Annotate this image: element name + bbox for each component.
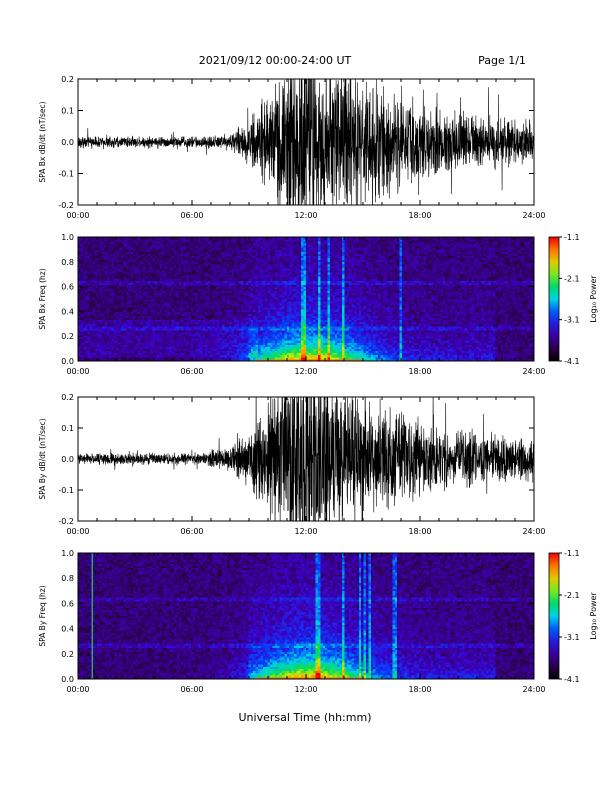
x-tick-label: 24:00 (522, 527, 545, 536)
colorbar-tick-label: -1.1 (564, 233, 580, 242)
y-axis-title: SPA By dB/dt (nT/sec) (38, 418, 47, 499)
figure-title: 2021/09/12 00:00-24:00 UT (199, 54, 352, 67)
colorbar-tick-label: -3.1 (564, 316, 580, 325)
waveform-trace (78, 7, 534, 259)
panel-1: 0.2 0.1 0.0 -0.1 -0.200:00 06:00 12:00 18:00 24:… (38, 7, 546, 259)
x-tick-label: 12:00 (294, 527, 317, 536)
y-tick-label: -0.1 (58, 486, 74, 495)
colorbar-label: Log₁₀ Power (589, 592, 598, 640)
y-axis-title: SPA Bx Freq (hz) (38, 268, 47, 329)
y-tick-label: 0.4 (61, 307, 74, 316)
panel-4: -1.1 -2.1 -3.1 -4.1 Log₁₀ Power 1.0 0.8 0.6 0.4 0… (38, 549, 598, 694)
x-tick-label: 24:00 (522, 211, 545, 220)
y-tick-label: 0.0 (61, 455, 74, 464)
colorbar (549, 237, 559, 361)
x-tick-label: 18:00 (408, 527, 431, 536)
y-axis-title: SPA By Freq (hz) (38, 585, 47, 646)
x-tick-label: 06:00 (180, 367, 203, 376)
y-tick-label: 0.1 (61, 107, 74, 116)
colorbar-tick-label: -4.1 (564, 357, 580, 366)
y-tick-label: 1.0 (61, 233, 74, 242)
y-tick-label: 0.1 (61, 424, 74, 433)
colorbar-tick-label: -1.1 (564, 549, 580, 558)
y-tick-label: -0.2 (58, 517, 74, 526)
y-tick-label: 0.0 (61, 357, 74, 366)
x-tick-label: 00:00 (66, 211, 89, 220)
y-tick-label: -0.2 (58, 201, 74, 210)
x-tick-label: 24:00 (522, 685, 545, 694)
x-tick-label: 12:00 (294, 211, 317, 220)
x-tick-label: 12:00 (294, 685, 317, 694)
x-tick-label: 06:00 (180, 211, 203, 220)
page-indicator: Page 1/1 (478, 54, 526, 67)
spectrogram-cells (78, 237, 534, 361)
y-tick-label: -0.1 (58, 170, 74, 179)
x-axis-title: Universal Time (hh:mm) (239, 711, 372, 724)
colorbar-label: Log₁₀ Power (589, 275, 598, 323)
y-axis-title: SPA Bx dB/dt (nT/sec) (38, 101, 47, 182)
colorbar-tick-label: -2.1 (564, 591, 580, 600)
x-tick-label: 18:00 (408, 211, 431, 220)
colorbar-tick-label: -2.1 (564, 274, 580, 283)
y-tick-label: 0.2 (61, 393, 74, 402)
x-tick-label: 00:00 (66, 367, 89, 376)
colorbar-tick-label: -3.1 (564, 633, 580, 642)
y-tick-label: 0.0 (61, 675, 74, 684)
y-tick-label: 0.2 (61, 75, 74, 84)
x-tick-label: 00:00 (66, 685, 89, 694)
y-tick-label: 0.2 (61, 332, 74, 341)
y-tick-label: 0.8 (61, 574, 74, 583)
panel-2: -1.1 -2.1 -3.1 -4.1 Log₁₀ Power 1.0 0.8 0.6 0.4 0… (38, 233, 598, 376)
colorbar (549, 553, 559, 679)
spectrogram-cells (78, 553, 534, 679)
y-tick-label: 0.8 (61, 258, 74, 267)
x-tick-label: 06:00 (180, 685, 203, 694)
colorbar-tick-label: -4.1 (564, 675, 580, 684)
x-tick-label: 18:00 (408, 685, 431, 694)
y-tick-label: 0.2 (61, 650, 74, 659)
x-tick-label: 00:00 (66, 527, 89, 536)
y-tick-label: 0.6 (61, 283, 74, 292)
y-tick-label: 1.0 (61, 549, 74, 558)
y-tick-label: 0.4 (61, 625, 74, 634)
x-tick-label: 24:00 (522, 367, 545, 376)
y-tick-label: 0.6 (61, 599, 74, 608)
y-tick-label: 0.0 (61, 138, 74, 147)
x-tick-label: 18:00 (408, 367, 431, 376)
x-tick-label: 06:00 (180, 527, 203, 536)
x-tick-label: 12:00 (294, 367, 317, 376)
